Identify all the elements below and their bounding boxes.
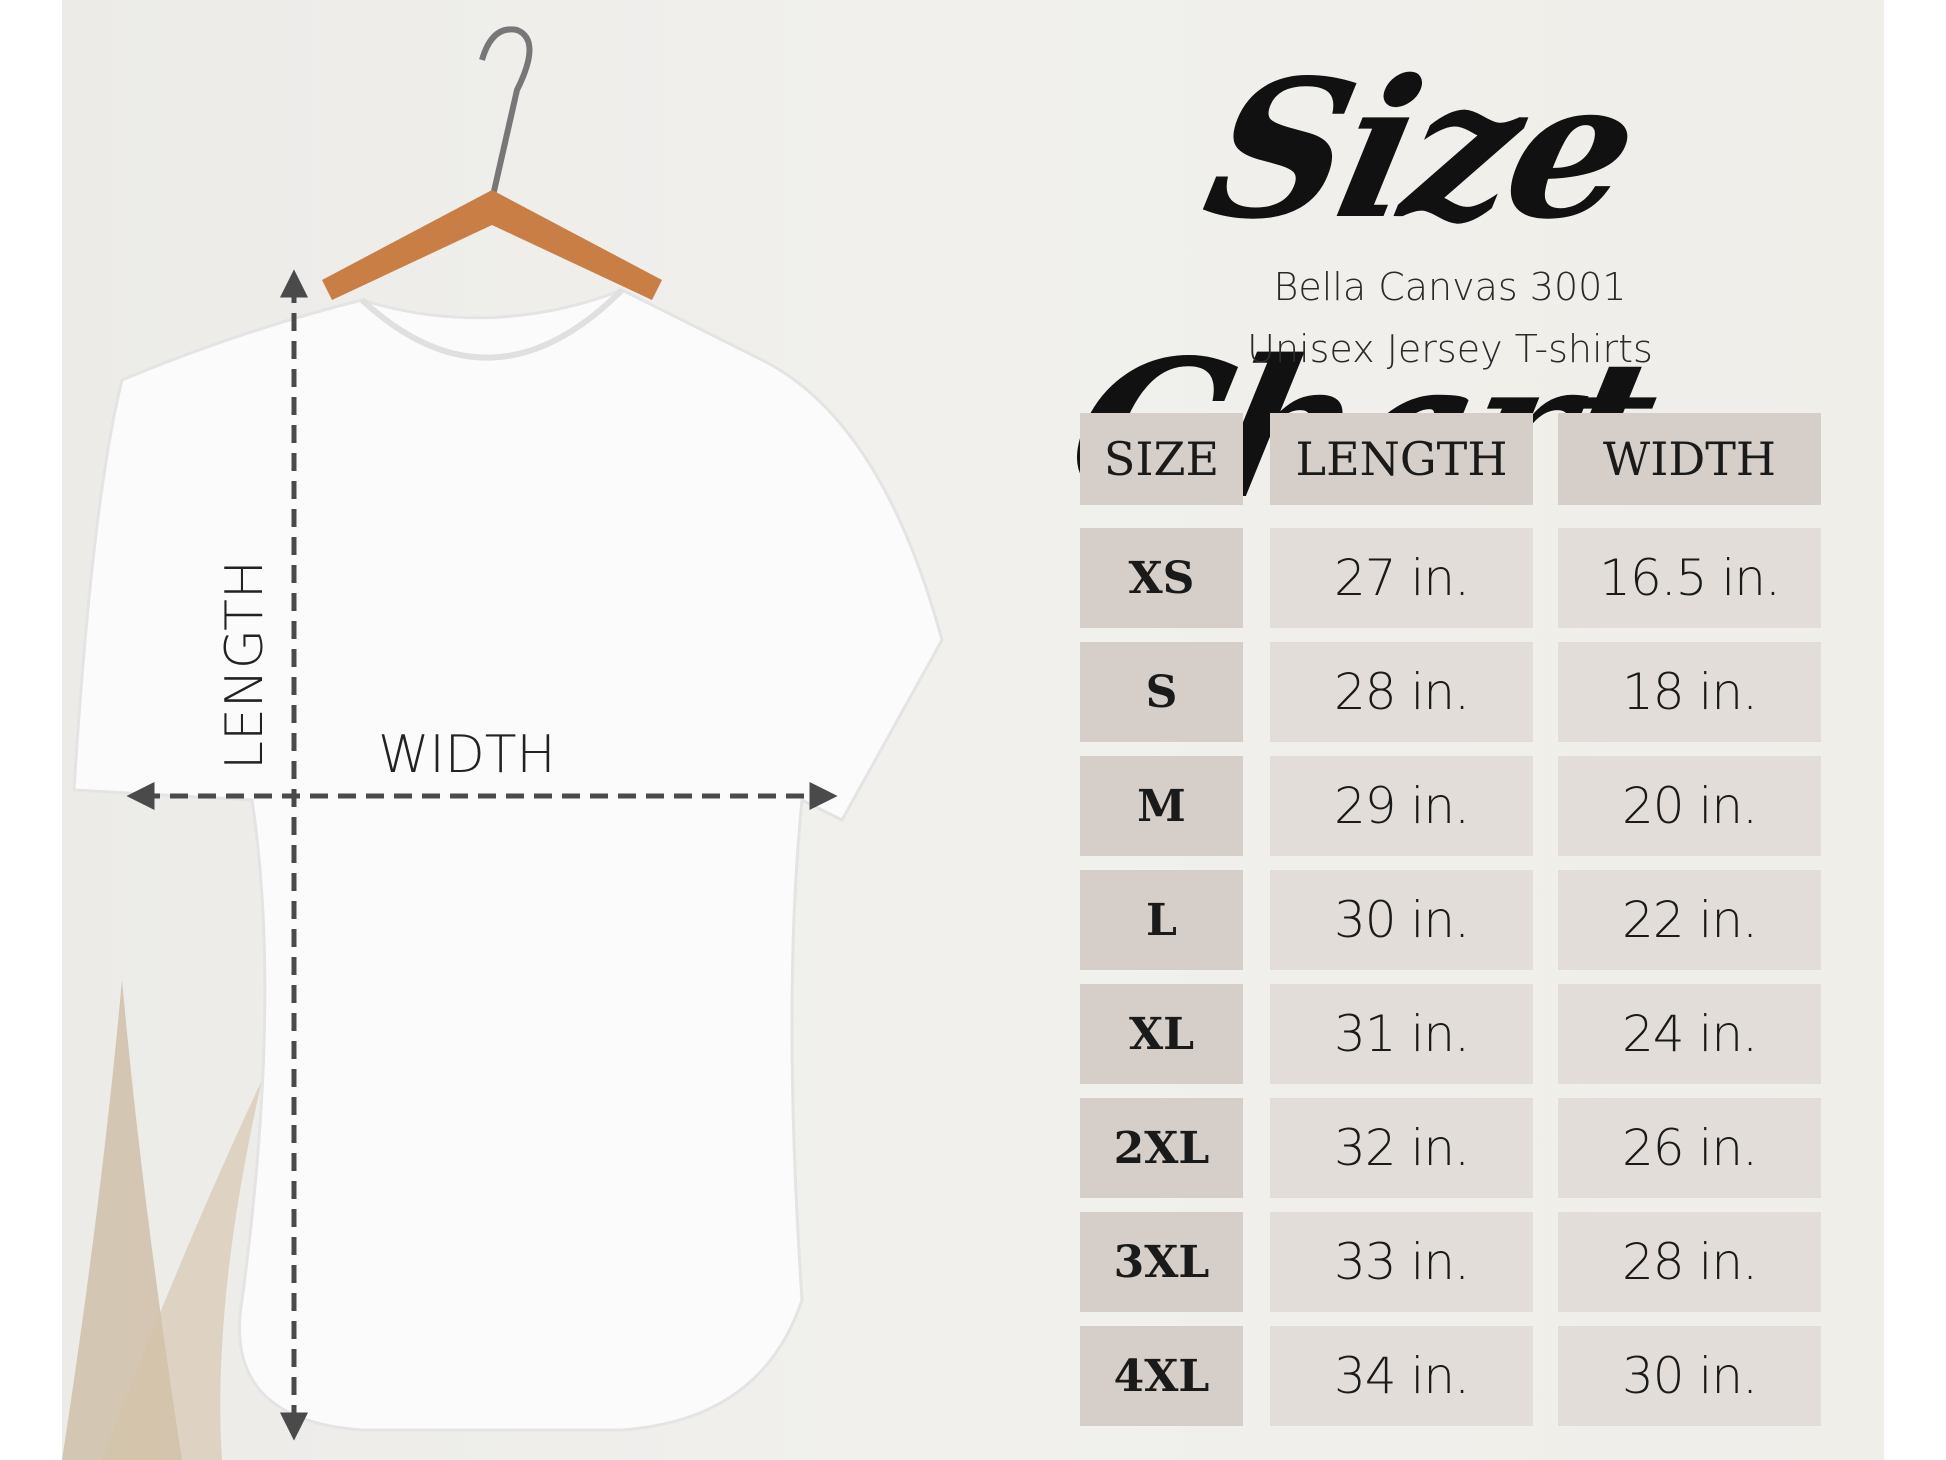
table-cell-length: 29 in. (1270, 756, 1533, 856)
length-arrow (279, 269, 309, 1441)
table-cell-width: 18 in. (1558, 642, 1821, 742)
header-length: LENGTH (1270, 413, 1533, 505)
table-cell-length: 30 in. (1270, 870, 1533, 970)
header-size: SIZE (1080, 413, 1243, 505)
table-cell-size: L (1080, 870, 1243, 970)
table-cell-size: 2XL (1080, 1098, 1243, 1198)
table-cell-width: 20 in. (1558, 756, 1821, 856)
tshirt-illustration (62, 26, 944, 1460)
table-cell-length: 27 in. (1270, 528, 1533, 628)
table-cell-length: 34 in. (1270, 1326, 1533, 1426)
table-cell-size: XS (1080, 528, 1243, 628)
table-cell-width: 28 in. (1558, 1212, 1821, 1312)
table-cell-width: 30 in. (1558, 1326, 1821, 1426)
hanger-icon (322, 26, 662, 300)
table-cell-size: 3XL (1080, 1212, 1243, 1312)
width-arrow (126, 781, 838, 811)
table-cell-size: 4XL (1080, 1326, 1243, 1426)
table-cell-size: XL (1080, 984, 1243, 1084)
table-cell-size: S (1080, 642, 1243, 742)
subtitle-description: Unisex Jersey T-shirts (1247, 327, 1653, 371)
table-cell-width: 26 in. (1558, 1098, 1821, 1198)
table-cell-length: 28 in. (1270, 642, 1533, 742)
table-cell-width: 22 in. (1558, 870, 1821, 970)
table-cell-length: 31 in. (1270, 984, 1533, 1084)
pampas-grass-decoration (62, 980, 262, 1460)
subtitle-model: Bella Canvas 3001 (1273, 265, 1627, 309)
length-label: LENGTH (215, 559, 275, 770)
table-cell-width: 16.5 in. (1558, 528, 1821, 628)
tshirt-shape (72, 288, 944, 1432)
table-cell-width: 24 in. (1558, 984, 1821, 1084)
table-cell-size: M (1080, 756, 1243, 856)
page-title: Size Chart (1052, 38, 1670, 541)
table-cell-length: 33 in. (1270, 1212, 1533, 1312)
width-label: WIDTH (378, 725, 556, 785)
table-cell-length: 32 in. (1270, 1098, 1533, 1198)
header-width: WIDTH (1558, 413, 1821, 505)
